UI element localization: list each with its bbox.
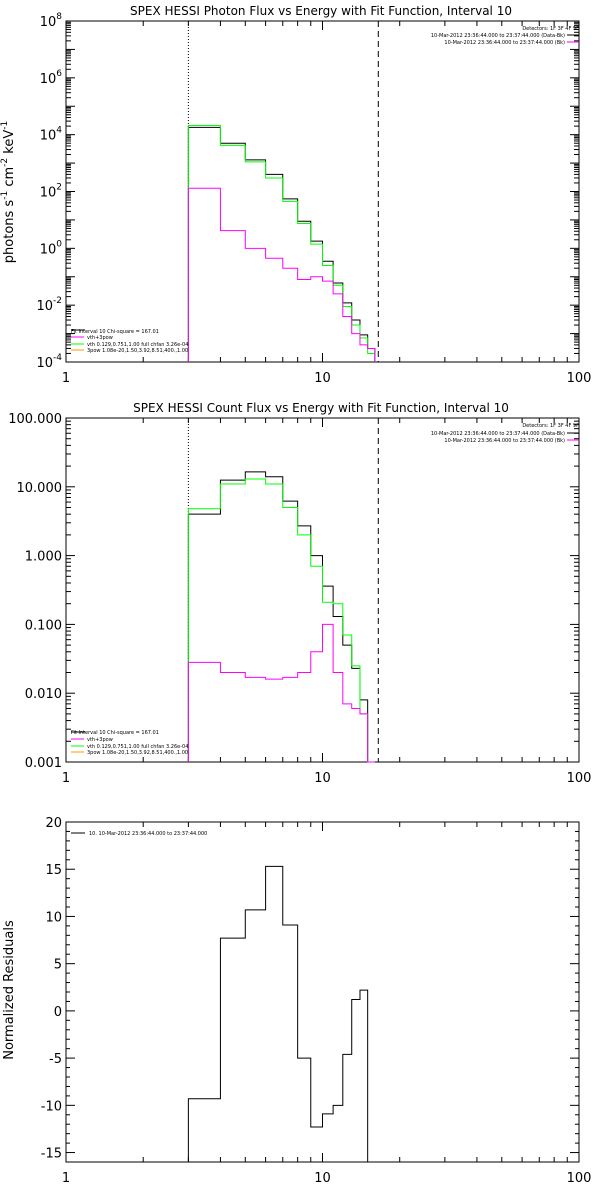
panel-residuals: Normalized Residuals 1 10 100-15-10-505101… [2,816,591,1186]
y-axis-label: Normalized Residuals [2,920,17,1060]
plot-area [187,418,379,763]
series-line [187,125,376,362]
x-tick-label: 1 [62,771,70,786]
y-tick-label: 104 [40,126,63,144]
legend-right: Detectors: 1F 3F 4F 9F 10-Mar-2012 23:36… [431,26,579,46]
legend-entry: 3pow 1.08e-20,1.50,3.92,8.51,400.,1.00 [87,348,188,354]
panel-title: SPEX HESSI Photon Flux vs Energy with Fi… [130,4,512,18]
series-line [187,623,375,763]
panel-count-flux: SPEX HESSI Count Flux vs Energy with Fit… [8,401,591,786]
y-tick-label: -15 [41,1147,62,1162]
y-tick-label: 0.001 [25,756,62,771]
series-line [187,126,376,362]
y-tick-label: 1.000 [25,550,62,565]
svg-text:photons s-1 cm-2 keV-1: photons s-1 cm-2 keV-1 [0,121,17,263]
legend-right: Detectors: 1F 3F 4F 9F 10-Mar-2012 23:36… [431,423,579,444]
legend-entry: 10. 10-Mar-2012 23:36:44.000 to 23:37:44… [89,831,207,837]
legend-left: Fit Interval 10 Chi-square = 167.01 vth+… [71,329,188,354]
legend-entry: 10-Mar-2012 23:36:44.000 to 23:37:44.000… [444,40,565,46]
y-axis-label-main: photons s [2,200,17,264]
y-tick-label: 15 [45,863,62,878]
legend-entry: vth+3pow [87,335,113,341]
y-axis-label: photons s-1 cm-2 keV-1 [0,121,17,263]
series-line [187,478,375,763]
y-tick-label: 106 [40,69,63,87]
series-line [187,187,376,362]
y-tick-label: 102 [40,183,62,201]
y-axis-label-exp: -2 [0,158,10,167]
panel-title: SPEX HESSI Count Flux vs Energy with Fit… [133,401,509,415]
y-tick-label: 100 [40,239,63,257]
x-tick-label: 10 [314,771,331,786]
legend-left: Fit Interval 10 Chi-square = 167.01 vth+… [71,730,188,756]
y-axis-label-part: keV [2,130,17,158]
legend-left: 10. 10-Mar-2012 23:36:44.000 to 23:37:44… [71,831,207,837]
axes-frame: 1 10 100 10-4 10-2 100 102 104 106 108 [36,12,591,386]
plot-area [187,21,379,362]
x-tick-label: 100 [567,1171,592,1186]
y-tick-label: 20 [45,816,62,831]
legend-entry: vth 0.129,0.751,1.00 full chfan 3.26e-04 [87,744,188,750]
legend-entry: 3pow 1.08e-20,1.50,3.92,8.51,400.,1.00 [87,750,188,756]
series-line [187,865,375,1163]
y-tick-label: 0 [54,1005,62,1020]
y-tick-label: 5 [54,958,62,973]
x-tick-label: 100 [567,371,592,386]
legend-title: Detectors: 1F 3F 4F 9F [522,423,579,429]
axes-frame: 1 10 100 0.001 0.010 0.100 1.000 10.000 100.000 [8,412,591,786]
y-tick-label: 0.100 [25,618,62,633]
y-tick-label: 108 [40,12,63,30]
y-tick-label: 10-4 [36,353,62,371]
y-tick-label: 10.000 [17,481,63,496]
plot-frame [65,821,580,1163]
x-tick-label: 10 [314,1171,331,1186]
y-tick-label: 0.010 [25,687,62,702]
y-axis-label-part: cm [2,167,17,191]
y-tick-label: 10 [45,910,62,925]
y-tick-label: 100.000 [8,412,62,427]
x-tick-label: 1 [62,1171,70,1186]
x-tick-label: 100 [567,771,592,786]
legend-entry: vth+3pow [87,737,113,743]
axes-frame: 1 10 100 -15 -10 -5 0 5 10 15 20 [41,816,592,1186]
legend-entry: 10-Mar-2012 23:36:44.000 to 23:37:44.000… [444,438,565,444]
x-tick-label: 1 [62,371,70,386]
y-axis-label-exp: -1 [0,121,10,130]
legend-entry: Fit Interval 10 Chi-square = 167.01 [71,730,159,736]
legend-title: Detectors: 1F 3F 4F 9F [522,26,579,32]
y-tick-label: -5 [49,1052,62,1067]
plot-frame [65,20,580,363]
legend-entry: Fit Interval 10 Chi-square = 167.01 [71,329,159,335]
legend-entry: vth 0.129,0.751,1.00 full chfan 3.26e-04 [87,342,188,348]
panel-photon-flux: SPEX HESSI Photon Flux vs Energy with Fi… [0,4,591,386]
y-tick-label: -10 [41,1099,62,1114]
legend-entry: 10-Mar-2012 23:36:44.000 to 23:37:44.000… [431,33,565,39]
x-tick-label: 10 [314,371,331,386]
legend-entry: 10-Mar-2012 23:36:44.000 to 23:37:44.000… [431,431,565,437]
plot-area [187,865,375,1163]
series-line [187,471,375,763]
y-tick-label: 10-2 [36,296,62,314]
y-axis-label-exp: -1 [0,191,10,200]
